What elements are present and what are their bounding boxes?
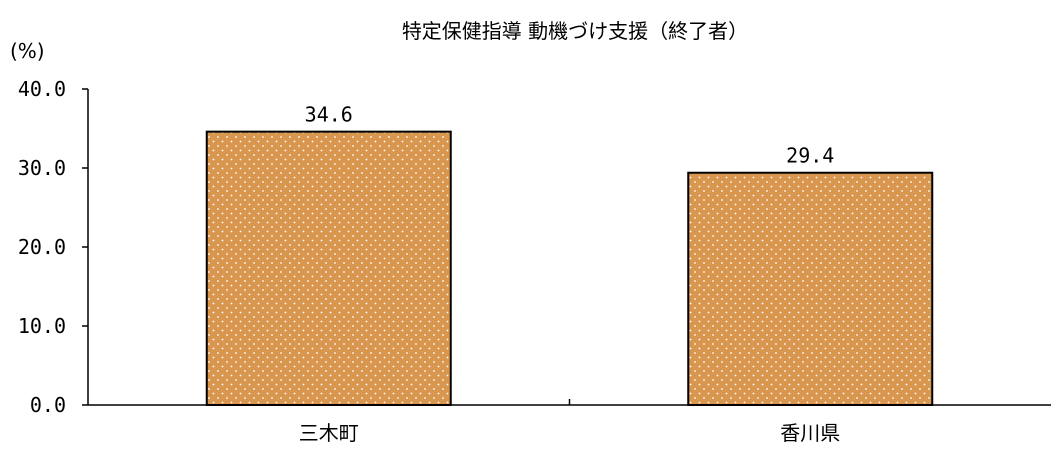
data-labels-group: 34.6 29.4 [305,103,835,168]
bar-data-label: 29.4 [786,144,834,168]
x-category-label: 三木町 [299,421,359,445]
bar [687,171,934,406]
x-category-label: 香川県 [780,421,840,445]
y-tick-label: 10.0 [18,314,66,338]
bar-data-label: 34.6 [305,103,353,127]
y-tick-label: 0.0 [30,393,66,417]
y-tick-label: 20.0 [18,235,66,259]
y-tick-label: 40.0 [18,77,66,101]
y-axis-ticks: 0.0 10.0 20.0 30.0 40.0 [18,77,88,417]
y-tick-label: 30.0 [18,156,66,180]
bar [205,130,452,406]
y-axis-unit-label: (%) [10,39,45,63]
bars-group [205,130,934,406]
chart-title: 特定保健指導 動機づけ支援（終了者） [402,19,748,43]
x-axis-labels: 三木町 香川県 [299,421,841,445]
